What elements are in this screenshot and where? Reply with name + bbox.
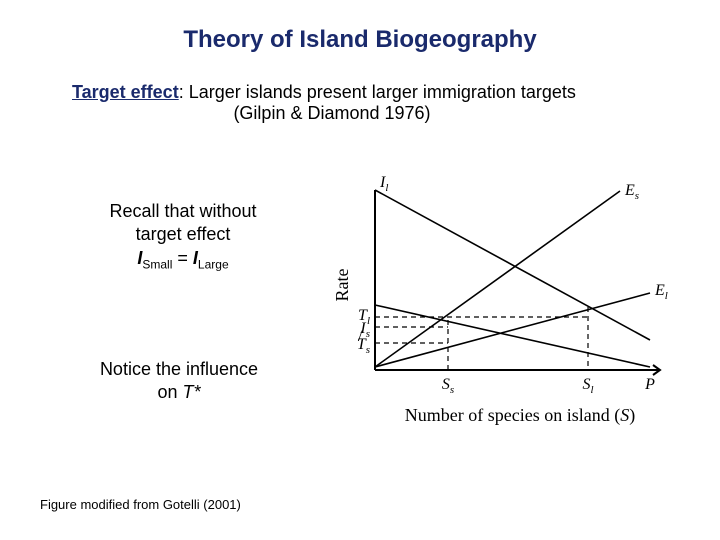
target-effect-label: Target effect: [72, 82, 179, 102]
eq-rhs-sub: Large: [198, 258, 229, 272]
recall-line1: Recall that without: [109, 201, 256, 221]
y-axis-label: Rate: [332, 269, 352, 302]
biogeography-chart: Rate Il Es El Tl: [320, 175, 680, 455]
notice-line1: Notice the influence: [100, 359, 258, 379]
recall-note: Recall that without target effect ISmall…: [78, 200, 288, 273]
xtick-P: P: [644, 376, 655, 393]
label-El: El: [654, 282, 668, 302]
eq-lhs-sub: Small: [142, 258, 172, 272]
line-Is: [375, 305, 650, 367]
label-Il: Il: [379, 175, 388, 194]
eq-mid: =: [172, 248, 193, 268]
page-title: Theory of Island Biogeography: [0, 26, 720, 54]
slide: Theory of Island Biogeography Target eff…: [0, 0, 720, 540]
notice-line2a: on: [157, 382, 182, 402]
label-Es: Es: [624, 182, 639, 202]
line-El: [375, 293, 650, 367]
subtitle-line2: (Gilpin & Diamond 1976): [72, 103, 592, 124]
line-Es: [375, 191, 620, 367]
subtitle-block: Target effect: Larger islands present la…: [72, 82, 672, 124]
x-axis-label: Number of species on island (S): [405, 405, 635, 426]
xtick-Sl: Sl: [582, 376, 593, 396]
recall-equation: ISmall = ILarge: [78, 247, 288, 273]
figure-credit: Figure modified from Gotelli (2001): [40, 497, 241, 512]
notice-note: Notice the influence on T*: [74, 358, 284, 403]
subtitle-line1: : Larger islands present larger immigrat…: [179, 82, 576, 102]
xtick-Ss: Ss: [442, 376, 454, 396]
ytick-slash-icon: /: [358, 328, 363, 345]
notice-var: T*: [183, 382, 201, 402]
recall-line2: target effect: [136, 224, 231, 244]
chart-svg: Rate Il Es El Tl: [320, 175, 680, 455]
